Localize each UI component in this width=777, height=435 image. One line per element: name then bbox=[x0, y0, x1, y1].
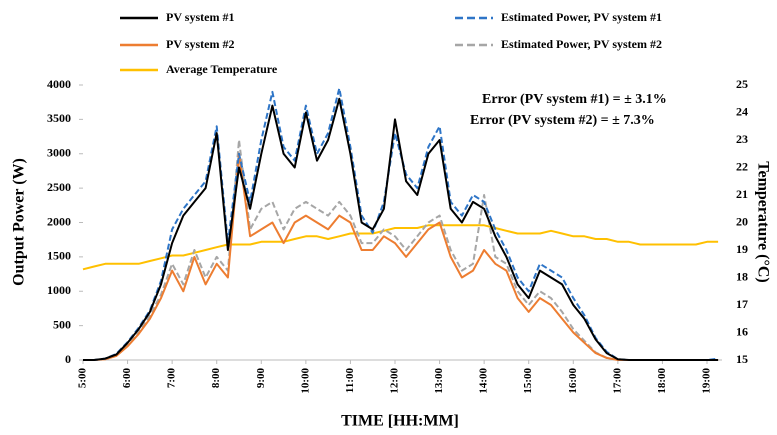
x-tick-label: 11:00 bbox=[344, 368, 356, 394]
legend-label: Average Temperature bbox=[166, 62, 278, 76]
y-tick-label: 3500 bbox=[47, 111, 71, 125]
y-axis-label: Output Power (W) bbox=[11, 158, 28, 286]
x-tick-label: 9:00 bbox=[255, 368, 267, 389]
x-tick-label: 6:00 bbox=[121, 368, 133, 389]
y2-tick-label: 19 bbox=[736, 242, 748, 256]
y2-tick-label: 20 bbox=[736, 214, 748, 228]
legend-label: PV system #1 bbox=[166, 10, 234, 24]
y-tick-label: 3000 bbox=[47, 146, 71, 160]
y-tick-label: 1500 bbox=[47, 249, 71, 263]
y2-tick-label: 21 bbox=[736, 187, 748, 201]
y-tick-label: 4000 bbox=[47, 77, 71, 91]
y2-tick-label: 23 bbox=[736, 132, 748, 146]
y2-tick-label: 25 bbox=[736, 77, 748, 91]
series-line bbox=[83, 97, 719, 361]
x-tick-label: 8:00 bbox=[210, 368, 222, 389]
x-tick-label: 10:00 bbox=[299, 368, 311, 394]
legend-label: PV system #2 bbox=[166, 37, 234, 51]
x-tick-label: 19:00 bbox=[701, 368, 713, 394]
y2-tick-label: 17 bbox=[736, 297, 748, 311]
y-tick-label: 1000 bbox=[47, 283, 71, 297]
x-tick-label: 15:00 bbox=[522, 368, 534, 394]
annotation: Error (PV system #1) = ± 3.1% bbox=[482, 92, 667, 107]
legend-label: Estimated Power, PV system #2 bbox=[501, 37, 662, 51]
x-tick-label: 7:00 bbox=[166, 368, 178, 389]
annotation: Error (PV system #2) = ± 7.3% bbox=[470, 113, 655, 128]
series-line bbox=[83, 87, 719, 361]
x-tick-label: 16:00 bbox=[567, 368, 579, 394]
x-tick-label: 14:00 bbox=[478, 368, 490, 394]
y-tick-label: 500 bbox=[53, 317, 71, 331]
x-tick-label: 13:00 bbox=[433, 368, 445, 394]
x-tick-label: 5:00 bbox=[77, 368, 89, 389]
series-line bbox=[83, 152, 719, 361]
series-line bbox=[82, 224, 719, 271]
legend-label: Estimated Power, PV system #1 bbox=[501, 10, 662, 24]
y2-tick-label: 22 bbox=[736, 159, 748, 173]
y2-tick-label: 24 bbox=[736, 104, 748, 118]
x-axis-label: TIME [HH:MM] bbox=[341, 413, 459, 430]
x-tick-label: 17:00 bbox=[611, 368, 623, 394]
y2-tick-label: 15 bbox=[736, 352, 748, 366]
y-tick-label: 2500 bbox=[47, 180, 71, 194]
y2-axis-label: Temperature (°C) bbox=[754, 161, 771, 282]
x-tick-label: 18:00 bbox=[656, 368, 668, 394]
y-tick-label: 2000 bbox=[47, 214, 71, 228]
y2-tick-label: 16 bbox=[736, 324, 748, 338]
y-tick-label: 0 bbox=[65, 352, 71, 366]
y2-tick-label: 18 bbox=[736, 269, 748, 283]
x-tick-label: 12:00 bbox=[389, 368, 401, 394]
